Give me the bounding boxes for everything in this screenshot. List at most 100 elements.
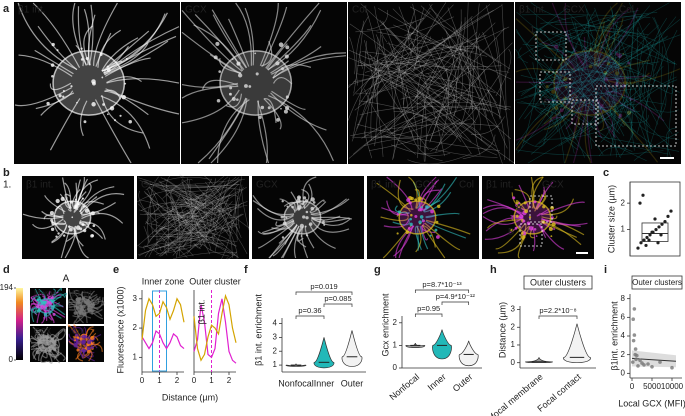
point (670, 365, 674, 370)
fiber (565, 57, 625, 137)
cell (513, 200, 552, 235)
fiber (87, 306, 103, 314)
fiber (68, 333, 81, 343)
fiber (138, 235, 206, 256)
fiber (349, 36, 356, 75)
puncta (90, 335, 95, 341)
puncta (419, 208, 423, 212)
fiber (203, 244, 230, 257)
fiber (237, 186, 244, 229)
micrograph (67, 324, 104, 362)
puncta (45, 336, 49, 340)
fiber (377, 46, 462, 142)
fiber (158, 195, 211, 257)
y-tick-label: 2 (133, 323, 138, 332)
fiber (407, 153, 471, 165)
fiber (34, 49, 74, 75)
fiber (357, 35, 487, 66)
fiber (32, 344, 45, 359)
fiber (393, 9, 416, 110)
point (636, 246, 640, 250)
label: 1 (530, 24, 535, 34)
fiber (143, 245, 160, 255)
fiber (569, 30, 592, 149)
bracket (441, 301, 470, 305)
fiber (538, 87, 570, 144)
fiber (541, 69, 654, 86)
fiber (212, 14, 247, 69)
label: f (244, 264, 248, 276)
fiber (173, 195, 197, 233)
fiber (351, 10, 431, 142)
puncta (229, 92, 232, 96)
axis-label: β1int. enrichment (609, 301, 619, 371)
fiber (362, 62, 428, 105)
fiber (136, 187, 208, 203)
fiber (359, 59, 441, 103)
fiber (442, 17, 466, 90)
fiber (225, 93, 243, 108)
puncta (36, 298, 40, 302)
fiber (606, 18, 676, 65)
fiber (228, 221, 237, 225)
fiber (413, 2, 447, 71)
fiber (165, 232, 184, 247)
puncta (55, 235, 58, 238)
x-tick-label: 10000 (661, 382, 684, 391)
puncta (430, 209, 434, 214)
puncta (55, 198, 60, 204)
fiber (270, 60, 290, 74)
fiber (587, 65, 664, 133)
point (658, 360, 662, 364)
fiber (418, 134, 459, 155)
fiber (530, 176, 535, 209)
line (193, 298, 237, 364)
fiber (162, 178, 193, 199)
fiber (106, 76, 142, 84)
fiber (85, 326, 94, 341)
fiber (167, 244, 206, 249)
fiber (184, 188, 205, 214)
label: d (3, 264, 10, 276)
fiber (148, 226, 165, 244)
puncta (79, 337, 83, 341)
fiber (145, 199, 198, 225)
fiber (84, 309, 88, 324)
fiber (41, 347, 48, 359)
fiber (352, 34, 461, 96)
puncta (551, 222, 556, 227)
fiber (212, 177, 230, 245)
puncta (91, 303, 96, 307)
fiber (377, 8, 512, 80)
fiber (460, 94, 472, 113)
fiber (419, 102, 498, 156)
fiber (618, 12, 634, 116)
fiber (393, 24, 475, 53)
fiber (543, 111, 632, 140)
fiber (628, 2, 655, 83)
fiber (165, 194, 232, 221)
fiber (380, 216, 409, 222)
fiber (514, 188, 531, 211)
fiber (458, 121, 483, 141)
fiber (426, 212, 460, 218)
fiber (156, 176, 229, 218)
fiber (308, 223, 336, 249)
fiber (562, 76, 677, 141)
fiber (536, 181, 554, 210)
fiber (190, 181, 225, 216)
line (141, 329, 185, 350)
fiber (517, 10, 639, 59)
fiber (79, 186, 115, 213)
point (638, 358, 642, 363)
fiber (175, 200, 184, 218)
fiber (462, 96, 481, 131)
point (654, 227, 658, 232)
micrograph (29, 326, 66, 364)
puncta (81, 222, 85, 227)
point (648, 233, 652, 237)
fiber (618, 132, 634, 157)
fiber (551, 97, 565, 164)
puncta (407, 227, 411, 230)
fiber (47, 288, 56, 303)
